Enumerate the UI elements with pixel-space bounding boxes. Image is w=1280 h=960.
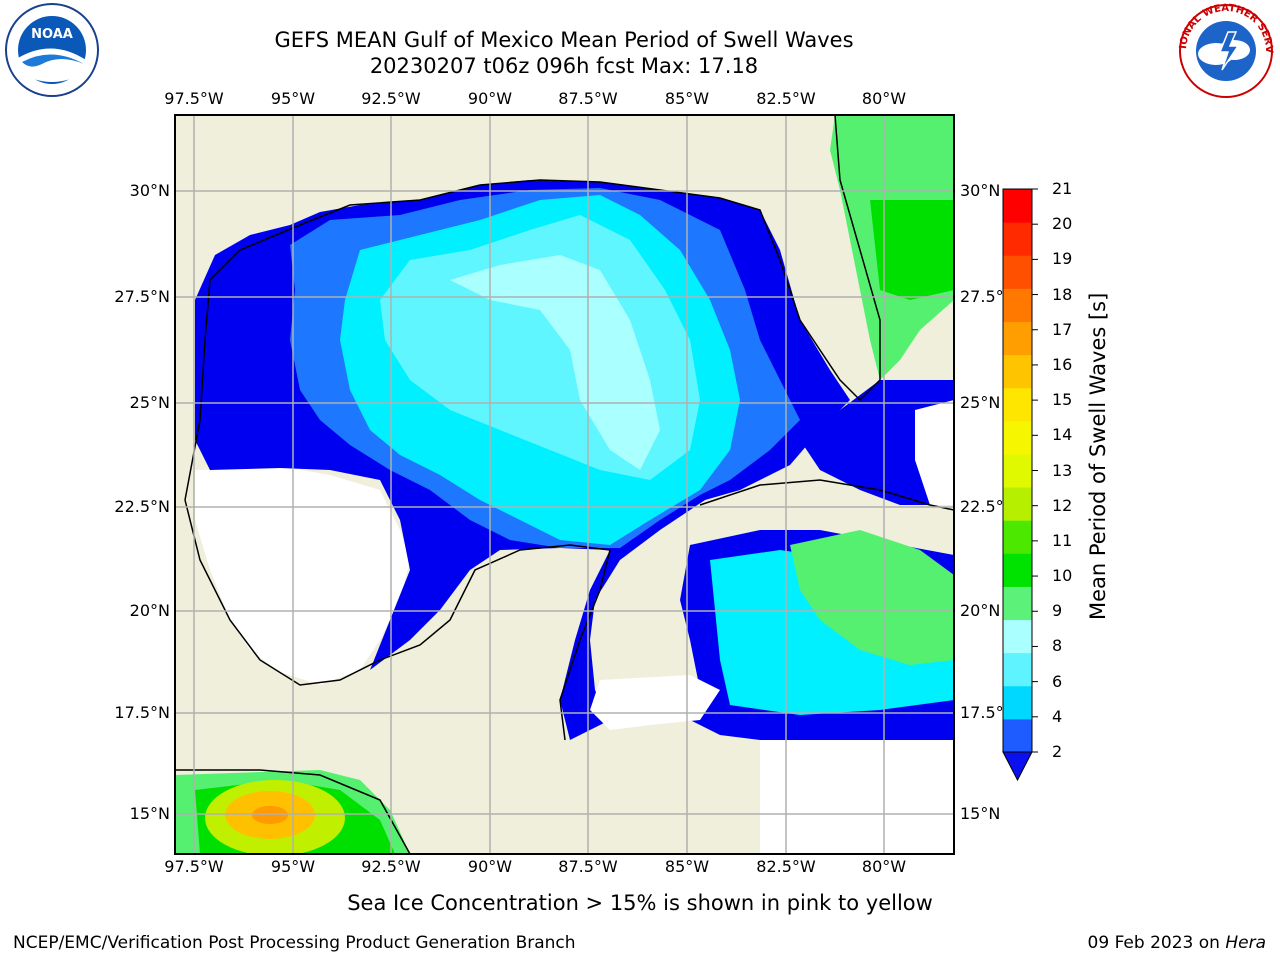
lon-label-bottom-95w: 95°W (270, 857, 316, 876)
graticule (175, 115, 954, 854)
lat-label-left-22-5n: 22.5°N (114, 497, 170, 516)
lat-label-right-20n: 20°N (960, 601, 1001, 620)
coastline-gulf-south (184, 499, 611, 741)
colorbar-tick-label: 18 (1052, 284, 1073, 304)
lat-label-left-25n: 25°N (129, 393, 170, 412)
region-atlantic-11-12 (870, 200, 954, 300)
colorbar-ticks: 21 20 19 18 17 16 15 14 13 12 11 10 9 8 6 4 2 (1052, 179, 1092, 780)
lon-label-top-82-5w: 82.5°W (756, 89, 816, 108)
lon-label-top-90w: 90°W (467, 89, 513, 108)
footer-date-text: 09 Feb 2023 on (1087, 933, 1226, 953)
colorbar-segment (1003, 553, 1032, 587)
nws-logo: NATIONAL WEATHER SERVICE (1176, 2, 1274, 98)
colorbar-segment (1003, 453, 1032, 488)
colorbar-segment (1003, 652, 1032, 687)
footer-host: Hera (1225, 933, 1266, 953)
colorbar-segment (1003, 718, 1032, 753)
colorbar-tick-label: 2 (1052, 742, 1063, 761)
caribbean-no-data-south (760, 740, 954, 854)
colorbar-extend-triangle (1002, 751, 1033, 782)
lon-label-top-85w: 85°W (664, 89, 710, 108)
lon-label-bottom-82-5w: 82.5°W (756, 857, 816, 876)
colorbar-tick-label: 10 (1052, 566, 1073, 586)
colorbar-segment (1003, 387, 1032, 422)
colorbar-frame (1002, 188, 1033, 753)
colorbar-tick-label: 15 (1052, 390, 1073, 410)
colorbar-segment (1003, 255, 1032, 289)
lat-label-right-15n: 15°N (960, 804, 1001, 823)
coastline-gulf-north (184, 115, 881, 501)
map-frame (174, 114, 955, 855)
sea-ice-caption: Sea Ice Concentration > 15% is shown in … (347, 891, 933, 915)
colorbar-segment (1003, 487, 1032, 521)
lat-label-right-22-5n: 22.5°N (960, 497, 1016, 516)
lon-label-top-97-5w: 97.5°W (164, 89, 224, 108)
straits-no-data (915, 400, 954, 505)
colorbar-tick-label: 9 (1052, 601, 1063, 621)
coastline-pacific (175, 769, 411, 854)
colorbar-tick-label: 12 (1052, 495, 1073, 515)
footer-credit: NCEP/EMC/Verification Post Processing Pr… (13, 933, 576, 953)
lat-label-left-17-5n: 17.5°N (114, 703, 170, 722)
colorbar-tick-label: 4 (1052, 706, 1063, 726)
colorbar-segment (1003, 288, 1032, 322)
colorbar-tick-label: 13 (1052, 460, 1073, 480)
colorbar-tick-label: 19 (1052, 249, 1073, 269)
colorbar (1002, 188, 1038, 782)
lat-label-right-30n: 30°N (960, 181, 1001, 200)
lat-label-right-25n: 25°N (960, 393, 1001, 412)
lat-label-left-30n: 30°N (129, 181, 170, 200)
gulf-no-data-west (195, 468, 410, 685)
colorbar-segment (1003, 222, 1032, 256)
colorbar-segment (1003, 420, 1032, 455)
lon-label-bottom-85w: 85°W (664, 857, 710, 876)
lon-label-bottom-97-5w: 97.5°W (164, 857, 224, 876)
colorbar-segment (1003, 586, 1032, 621)
region-caribbean-10-11 (790, 530, 954, 665)
lon-label-top-95w: 95°W (270, 89, 316, 108)
lat-label-left-20n: 20°N (129, 601, 170, 620)
colorbar-tick-label: 20 (1052, 214, 1073, 234)
footer-date: 09 Feb 2023 on Hera (1088, 933, 1266, 953)
coastline-cuba (699, 479, 954, 511)
lon-label-top-87-5w: 87.5°W (558, 89, 618, 108)
colorbar-tick-label: 14 (1052, 425, 1073, 445)
colorbar-tick-label: 16 (1052, 354, 1073, 374)
colorbar-tick-label: 17 (1052, 319, 1073, 339)
lon-label-top-80w: 80°W (861, 89, 907, 108)
colorbar-label: Mean Period of Swell Waves [s] (1086, 292, 1110, 620)
colorbar-segment (1003, 189, 1032, 223)
region-period-9-10 (450, 255, 660, 470)
colorbar-tick-label: 11 (1052, 530, 1073, 550)
lat-label-left-27-5n: 27.5°N (114, 287, 170, 306)
colorbar-segment (1003, 520, 1032, 554)
colorbar-tick-label: 21 (1052, 179, 1073, 198)
colorbar-tick-label: 6 (1052, 671, 1063, 691)
region-pacific-17 (252, 806, 288, 824)
lon-label-bottom-90w: 90°W (467, 857, 513, 876)
lon-label-bottom-80w: 80°W (861, 857, 907, 876)
lon-label-top-92-5w: 92.5°W (361, 89, 421, 108)
colorbar-segment (1003, 619, 1032, 654)
colorbar-segment (1003, 685, 1032, 720)
colorbar-tick-label: 8 (1052, 636, 1063, 656)
lon-label-bottom-92-5w: 92.5°W (361, 857, 421, 876)
colorbar-segment (1003, 321, 1032, 356)
noaa-logo-text: NOAA (31, 27, 73, 42)
colorbar-segments (1003, 188, 1038, 753)
colorbar-segment (1003, 354, 1032, 389)
lat-label-left-15n: 15°N (129, 804, 170, 823)
title-line-1: GEFS MEAN Gulf of Mexico Mean Period of … (274, 28, 854, 52)
lat-label-right-17-5n: 17.5°N (960, 703, 1016, 722)
title-line-2: 20230207 t06z 096h fcst Max: 17.18 (369, 54, 759, 78)
noaa-logo: NOAA (5, 3, 99, 97)
lat-label-right-27-5n: 27.5°N (960, 287, 1016, 306)
lon-label-bottom-87-5w: 87.5°W (558, 857, 618, 876)
